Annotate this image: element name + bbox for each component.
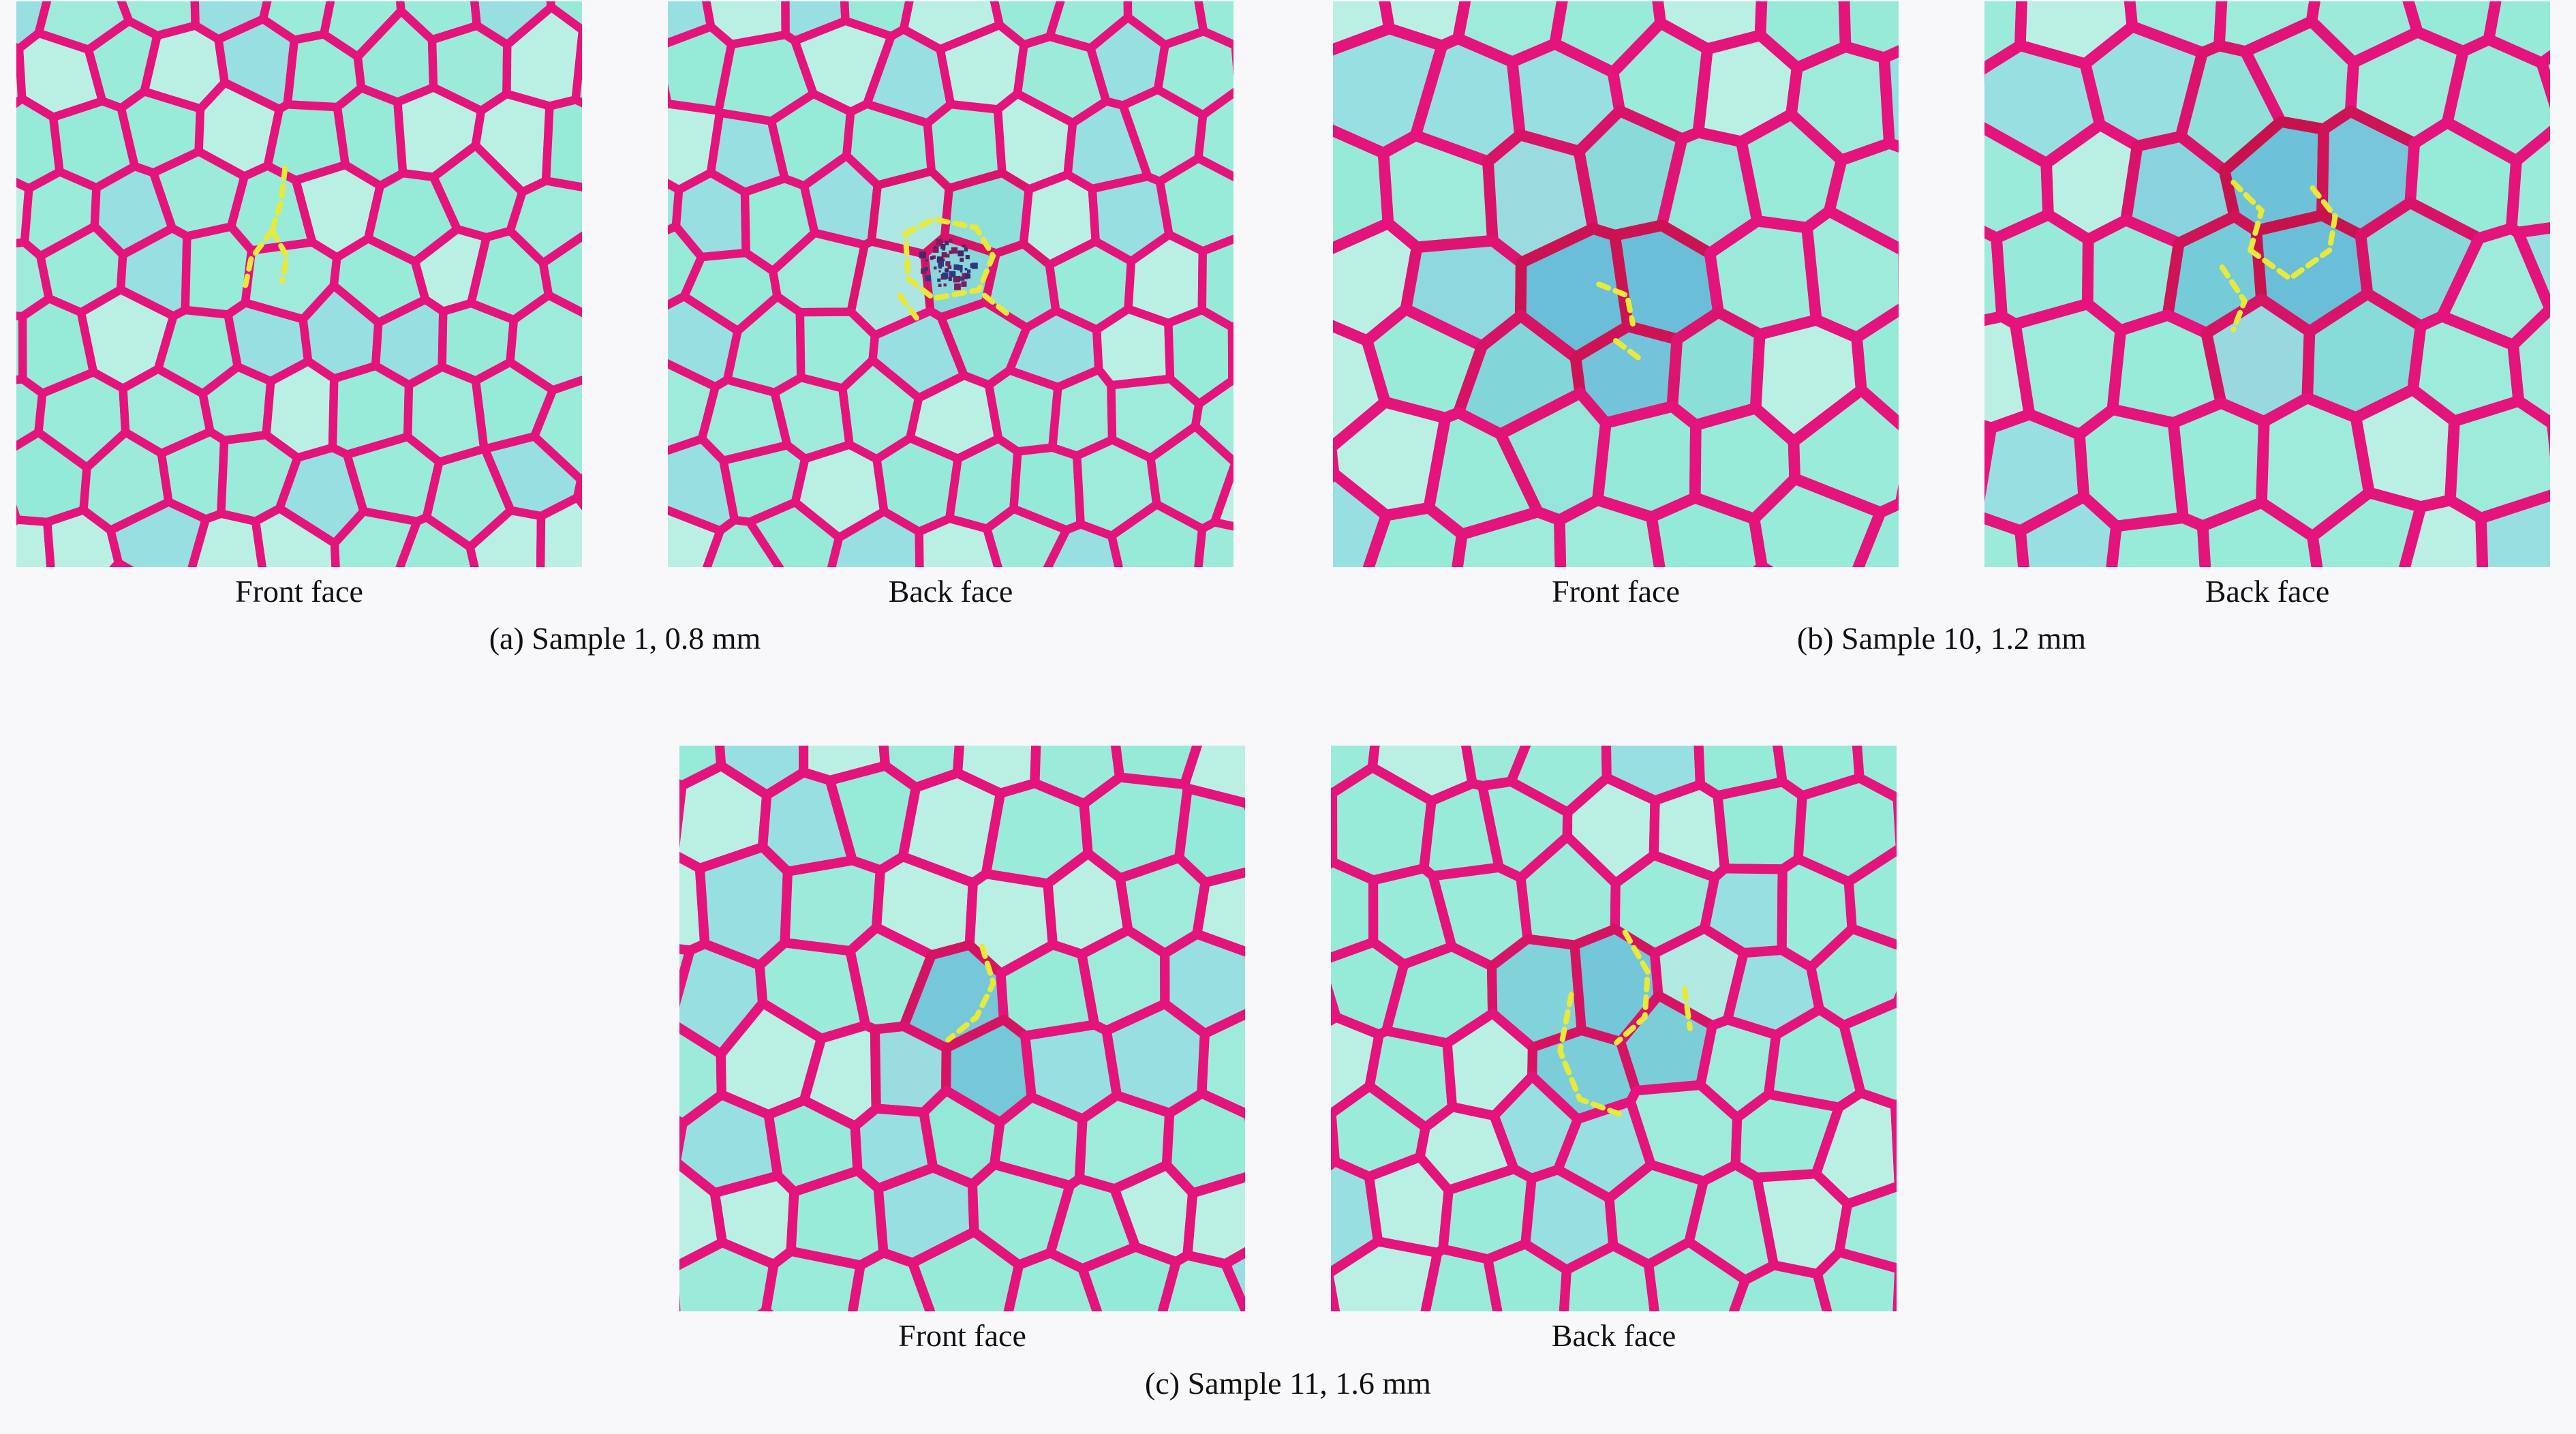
group-caption-c: (c) Sample 11, 1.6 mm: [1145, 1365, 1431, 1401]
micrograph-a-back-image: [668, 1, 1233, 567]
panel-c-front: Front face: [679, 746, 1245, 1354]
panel-label-c-front: Front face: [898, 1318, 1026, 1354]
group-sample-1: Front face Back face (a) Sample 1, 0.8 m…: [16, 1, 1233, 657]
figure-row-top: Front face Back face (a) Sample 1, 0.8 m…: [0, 1, 2576, 657]
panel-label-b-front: Front face: [1552, 574, 1680, 609]
panel-b-front: Front face: [1333, 1, 1899, 610]
panel-label-a-back: Back face: [888, 574, 1013, 609]
panel-a-back: Back face: [668, 1, 1233, 610]
figure-row-bottom: Front face Back face (c) Sample 11, 1.6 …: [0, 746, 2576, 1401]
panel-label-b-back: Back face: [2205, 574, 2330, 609]
micrograph-b-front-image: [1333, 1, 1899, 567]
micrograph-b-back-image: [1984, 1, 2550, 567]
group-caption-a: (a) Sample 1, 0.8 mm: [489, 621, 761, 656]
group-sample-10: Front face Back face (b) Sample 10, 1.2 …: [1333, 1, 2550, 657]
group-caption-b: (b) Sample 10, 1.2 mm: [1796, 621, 2087, 656]
micrograph-c-front-image: [679, 746, 1245, 1312]
panel-c-back: Back face: [1331, 746, 1897, 1354]
micrograph-c-back-image: [1331, 746, 1897, 1312]
group-c-panels: Front face Back face: [679, 746, 1897, 1354]
panel-label-a-front: Front face: [235, 574, 363, 609]
panel-b-back: Back face: [1984, 1, 2550, 610]
figure: Front face Back face (a) Sample 1, 0.8 m…: [0, 1, 2576, 1401]
group-a-panels: Front face Back face: [16, 1, 1233, 610]
micrograph-a-front-image: [16, 1, 582, 567]
group-b-panels: Front face Back face: [1333, 1, 2550, 610]
panel-label-c-back: Back face: [1551, 1318, 1676, 1354]
group-sample-11: Front face Back face (c) Sample 11, 1.6 …: [679, 746, 1897, 1401]
panel-a-front: Front face: [16, 1, 582, 610]
